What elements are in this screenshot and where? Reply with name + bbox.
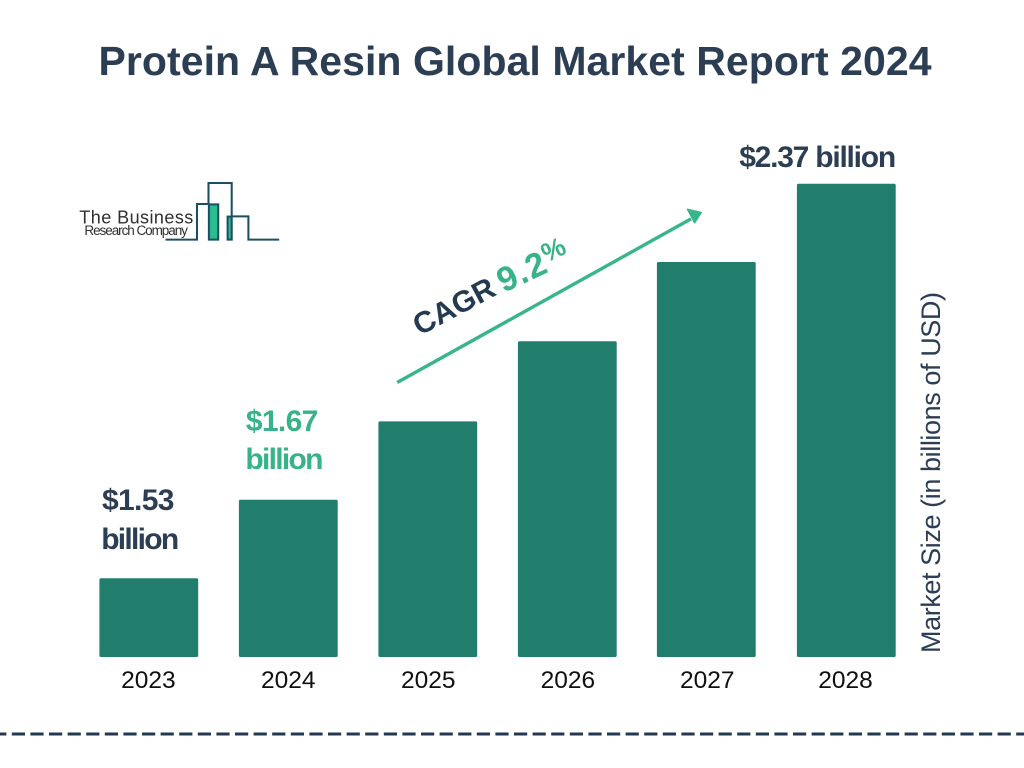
- svg-text:$1.53: $1.53: [102, 484, 175, 517]
- svg-text:2023: 2023: [121, 667, 176, 694]
- svg-text:Market Size (in billions of US: Market Size (in billions of USD): [916, 292, 946, 653]
- svg-text:The Business: The Business: [79, 207, 193, 227]
- svg-text:2026: 2026: [541, 667, 596, 694]
- svg-text:2028: 2028: [818, 667, 873, 694]
- svg-text:Protein A Resin Global Market: Protein A Resin Global Market Report 202…: [99, 38, 932, 84]
- svg-text:2025: 2025: [401, 667, 456, 694]
- svg-text:2027: 2027: [680, 667, 735, 694]
- svg-text:$2.37 billion: $2.37 billion: [739, 141, 896, 174]
- svg-text:Research Company: Research Company: [84, 223, 188, 238]
- svg-text:$1.67: $1.67: [246, 405, 319, 438]
- svg-text:2024: 2024: [261, 667, 316, 694]
- svg-text:billion: billion: [245, 443, 323, 476]
- svg-text:billion: billion: [101, 523, 179, 556]
